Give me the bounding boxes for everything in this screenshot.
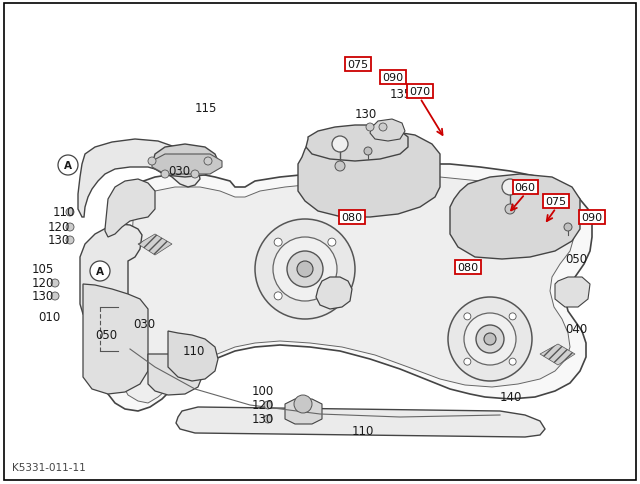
Polygon shape bbox=[176, 407, 545, 437]
Circle shape bbox=[564, 224, 572, 231]
Text: 080: 080 bbox=[341, 212, 363, 223]
Circle shape bbox=[464, 313, 516, 365]
Text: 140: 140 bbox=[500, 391, 522, 404]
Polygon shape bbox=[540, 344, 575, 365]
Circle shape bbox=[264, 401, 272, 409]
Text: 050: 050 bbox=[95, 329, 117, 342]
Circle shape bbox=[366, 124, 374, 132]
Text: 115: 115 bbox=[195, 101, 218, 114]
Polygon shape bbox=[148, 354, 202, 395]
Polygon shape bbox=[138, 235, 172, 256]
Circle shape bbox=[273, 238, 337, 302]
Circle shape bbox=[505, 205, 515, 214]
Text: 110: 110 bbox=[183, 345, 205, 358]
Circle shape bbox=[328, 239, 336, 247]
Circle shape bbox=[287, 252, 323, 287]
Polygon shape bbox=[555, 277, 590, 307]
Circle shape bbox=[364, 148, 372, 156]
Text: 130: 130 bbox=[32, 290, 54, 303]
Circle shape bbox=[264, 415, 272, 423]
Circle shape bbox=[90, 261, 110, 281]
Circle shape bbox=[51, 279, 59, 287]
Polygon shape bbox=[105, 165, 592, 411]
Text: 030: 030 bbox=[133, 318, 155, 331]
Text: 030: 030 bbox=[168, 165, 190, 178]
Text: 120: 120 bbox=[32, 277, 54, 290]
Circle shape bbox=[191, 171, 199, 179]
Polygon shape bbox=[83, 285, 148, 394]
Polygon shape bbox=[168, 332, 218, 381]
Circle shape bbox=[255, 220, 355, 319]
Text: 010: 010 bbox=[38, 311, 60, 324]
Text: 090: 090 bbox=[383, 73, 404, 83]
Polygon shape bbox=[298, 132, 440, 217]
Circle shape bbox=[448, 297, 532, 381]
Text: K5331-011-11: K5331-011-11 bbox=[12, 462, 86, 472]
Text: 120: 120 bbox=[252, 399, 275, 412]
Circle shape bbox=[148, 158, 156, 166]
Text: 070: 070 bbox=[410, 87, 431, 97]
Polygon shape bbox=[152, 155, 222, 175]
Circle shape bbox=[58, 156, 78, 176]
Polygon shape bbox=[153, 145, 218, 178]
Text: 100: 100 bbox=[252, 385, 275, 398]
Text: 050: 050 bbox=[565, 253, 587, 266]
Circle shape bbox=[161, 171, 169, 179]
Text: 110: 110 bbox=[53, 206, 76, 219]
Text: 080: 080 bbox=[458, 262, 479, 272]
Text: 075: 075 bbox=[348, 60, 369, 70]
Text: 135: 135 bbox=[390, 88, 412, 101]
Polygon shape bbox=[78, 140, 200, 217]
Circle shape bbox=[274, 292, 282, 300]
Polygon shape bbox=[316, 277, 352, 309]
Circle shape bbox=[332, 136, 348, 152]
Circle shape bbox=[476, 325, 504, 353]
Text: 090: 090 bbox=[581, 212, 603, 223]
Text: 130: 130 bbox=[355, 108, 377, 121]
Circle shape bbox=[509, 313, 516, 320]
Circle shape bbox=[297, 261, 313, 277]
Text: 130: 130 bbox=[252, 413, 275, 425]
Circle shape bbox=[204, 158, 212, 166]
Polygon shape bbox=[285, 399, 322, 424]
Text: 075: 075 bbox=[545, 197, 566, 207]
Polygon shape bbox=[370, 120, 405, 142]
Polygon shape bbox=[105, 180, 155, 238]
Circle shape bbox=[328, 292, 336, 300]
Circle shape bbox=[51, 292, 59, 301]
Circle shape bbox=[66, 237, 74, 244]
Text: 110: 110 bbox=[352, 424, 374, 438]
Circle shape bbox=[464, 313, 471, 320]
Text: 130: 130 bbox=[48, 234, 70, 247]
Circle shape bbox=[274, 239, 282, 247]
Circle shape bbox=[294, 395, 312, 413]
Polygon shape bbox=[122, 178, 574, 403]
Polygon shape bbox=[450, 175, 580, 259]
Circle shape bbox=[66, 224, 74, 231]
Text: 105: 105 bbox=[32, 263, 54, 276]
Text: 120: 120 bbox=[48, 221, 70, 234]
Text: A: A bbox=[64, 161, 72, 171]
Text: 040: 040 bbox=[565, 323, 588, 336]
Circle shape bbox=[66, 209, 74, 216]
Circle shape bbox=[509, 358, 516, 365]
Circle shape bbox=[335, 162, 345, 172]
Text: 060: 060 bbox=[515, 182, 536, 193]
Polygon shape bbox=[80, 225, 142, 332]
Polygon shape bbox=[306, 126, 408, 162]
Circle shape bbox=[484, 333, 496, 345]
Text: A: A bbox=[96, 267, 104, 276]
Circle shape bbox=[379, 124, 387, 132]
Circle shape bbox=[502, 180, 518, 196]
Circle shape bbox=[464, 358, 471, 365]
